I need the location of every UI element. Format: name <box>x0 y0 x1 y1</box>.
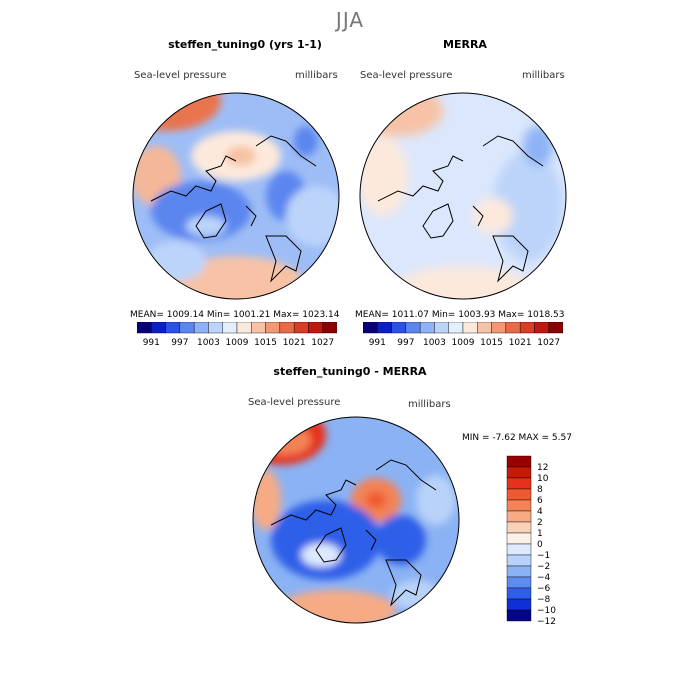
colorbar-tick-label: 12 <box>537 463 548 473</box>
colorbar-tick-label: 4 <box>537 507 543 517</box>
colorbar-swatch <box>534 322 549 334</box>
colorbar-tick-label: 991 <box>369 338 386 347</box>
colorbar-tick-label: −4 <box>537 573 551 583</box>
variable-label-obs: Sea-level pressure <box>360 70 453 81</box>
colorbar-swatch <box>151 322 166 334</box>
colorbar-tick-label: 1 <box>537 529 543 539</box>
colorbar-tick-label: 1027 <box>537 338 560 347</box>
colorbar-swatch <box>193 322 209 334</box>
colorbar-swatch <box>506 543 532 556</box>
colorbar-tick-label: 991 <box>143 338 160 347</box>
colorbar-swatch <box>506 576 532 589</box>
colorbar-swatch <box>506 587 532 600</box>
colorbar-tick-label: 1015 <box>254 338 277 347</box>
colorbar-obs-labels: 991997100310091015102110271033 <box>369 338 560 347</box>
colorbar-swatch <box>137 322 152 334</box>
colorbar-obs <box>363 322 563 334</box>
colorbar-tick-label: 2 <box>537 518 543 528</box>
colorbar-swatch <box>477 322 492 334</box>
colorbar-swatch <box>377 322 392 334</box>
colorbar-tick-label: 0 <box>537 540 543 550</box>
colorbar-tick-label: 1009 <box>226 338 249 347</box>
colorbar-swatch <box>506 455 532 468</box>
colorbar-swatch <box>363 322 378 334</box>
colorbar-model <box>137 322 337 334</box>
colorbar-swatch <box>265 322 281 334</box>
map-diff <box>252 416 460 624</box>
colorbar-swatch <box>405 322 421 334</box>
colorbar-swatch <box>548 322 563 334</box>
colorbar-swatch <box>179 322 195 334</box>
colorbar-tick-label: 8 <box>537 485 543 495</box>
colorbar-swatch <box>506 510 532 523</box>
colorbar-tick-label: −1 <box>537 551 550 561</box>
colorbar-swatch <box>506 477 532 490</box>
colorbar-swatch <box>208 322 223 334</box>
map-obs <box>359 92 567 300</box>
units-label-model: millibars <box>295 70 338 81</box>
colorbar-tick-label: −2 <box>537 562 550 572</box>
colorbar-tick-label: 1003 <box>197 338 220 347</box>
colorbar-tick-label: −6 <box>537 584 551 594</box>
colorbar-swatch <box>308 322 323 334</box>
units-label-diff: millibars <box>408 399 451 410</box>
colorbar-swatch <box>519 322 535 334</box>
colorbar-model-labels: 991997100310091015102110271033 <box>143 338 334 347</box>
colorbar-swatch <box>251 322 266 334</box>
units-label-obs: millibars <box>522 70 565 81</box>
colorbar-swatch <box>462 322 478 334</box>
colorbar-tick-label: 10 <box>537 474 549 484</box>
variable-label-diff: Sea-level pressure <box>248 397 341 408</box>
colorbar-swatch <box>491 322 507 334</box>
colorbar-swatch <box>222 322 238 334</box>
colorbar-swatch <box>322 322 337 334</box>
stats-model: MEAN= 1009.14 Min= 1001.21 Max= 1023.14 <box>130 310 340 320</box>
colorbar-tick-label: 1021 <box>509 338 532 347</box>
colorbar-swatch <box>505 322 521 334</box>
page-title: JJA <box>335 8 365 32</box>
colorbar-tick-label: 1003 <box>423 338 446 347</box>
stats-obs: MEAN= 1011.07 Min= 1003.93 Max= 1018.53 <box>355 310 565 320</box>
colorbar-tick-label: 1021 <box>283 338 306 347</box>
colorbar-tick-label: −10 <box>537 606 556 616</box>
variable-label-model: Sea-level pressure <box>134 70 227 81</box>
colorbar-swatch <box>236 322 252 334</box>
panel-title-model: steffen_tuning0 (yrs 1-1) <box>168 38 322 51</box>
stats-diff: MIN = -7.62 MAX = 5.57 <box>462 433 572 443</box>
colorbar-tick-label: −12 <box>537 617 556 625</box>
colorbar-swatch <box>419 322 435 334</box>
colorbar-swatch <box>506 521 532 534</box>
colorbar-tick-label: 1015 <box>480 338 503 347</box>
colorbar-tick-label: 997 <box>397 338 414 347</box>
colorbar-tick-label: 997 <box>171 338 188 347</box>
colorbar-swatch <box>506 532 532 545</box>
colorbar-swatch <box>506 609 532 622</box>
colorbar-swatch <box>448 322 464 334</box>
colorbar-swatch <box>293 322 309 334</box>
colorbar-swatch <box>165 322 181 334</box>
colorbar-tick-label: 1027 <box>311 338 334 347</box>
colorbar-swatch <box>279 322 295 334</box>
colorbar-tick-label: 1009 <box>452 338 475 347</box>
map-model <box>132 92 340 300</box>
colorbar-tick-label: 6 <box>537 496 543 506</box>
colorbar-swatch <box>506 554 532 567</box>
colorbar-swatch <box>506 466 532 479</box>
colorbar-swatch <box>506 565 532 578</box>
colorbar-swatch <box>434 322 449 334</box>
colorbar-swatch <box>506 598 532 611</box>
panel-title-obs: MERRA <box>443 38 487 51</box>
colorbar-tick-label: −8 <box>537 595 551 605</box>
panel-title-diff: steffen_tuning0 - MERRA <box>273 365 427 378</box>
colorbar-swatch <box>391 322 407 334</box>
colorbar-swatch <box>506 499 532 512</box>
colorbar-swatch <box>506 488 532 501</box>
